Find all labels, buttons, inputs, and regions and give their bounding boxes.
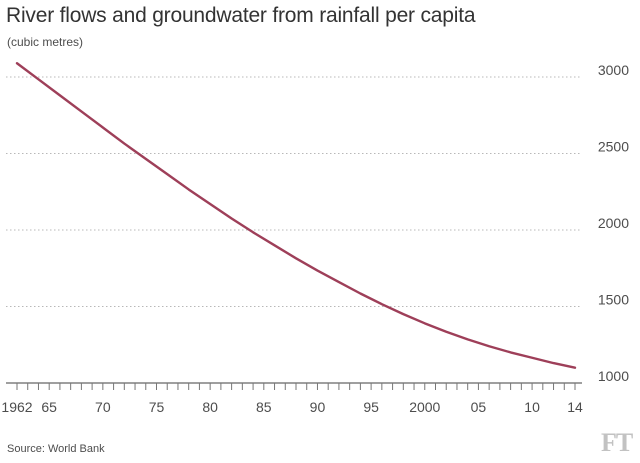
gridlines — [6, 76, 582, 307]
chart-title: River flows and groundwater from rainfal… — [6, 4, 476, 27]
x-tick-label: 10 — [524, 399, 540, 415]
series-line — [15, 62, 577, 369]
x-tick-label: 65 — [41, 399, 57, 415]
x-tick-label: 2000 — [409, 399, 440, 415]
x-tick-label: 85 — [256, 399, 272, 415]
y-tick-label: 2000 — [598, 215, 629, 231]
y-tick-label: 2500 — [598, 139, 629, 155]
y-tick-label: 1000 — [598, 368, 629, 384]
source-note: Source: World Bank — [7, 443, 105, 455]
x-tick-label: 05 — [471, 399, 487, 415]
series — [15, 62, 577, 369]
x-tick-label: 1962 — [1, 399, 32, 415]
y-axis: 1000 1500 2000 2500 3000 — [598, 62, 629, 384]
x-tick-label: 90 — [310, 399, 326, 415]
x-tick-label: 75 — [149, 399, 165, 415]
y-tick-label: 3000 — [598, 62, 629, 78]
x-tick-label: 80 — [202, 399, 218, 415]
y-tick-label: 1500 — [598, 292, 629, 308]
x-tick-label: 95 — [363, 399, 379, 415]
ft-logo: FT — [601, 428, 633, 457]
x-tick-label: 70 — [95, 399, 111, 415]
x-axis: 1962 65 70 75 80 85 90 95 2000 05 10 14 — [1, 382, 583, 415]
chart-subtitle: (cubic metres) — [7, 35, 84, 49]
x-tick-label: 14 — [567, 399, 583, 415]
